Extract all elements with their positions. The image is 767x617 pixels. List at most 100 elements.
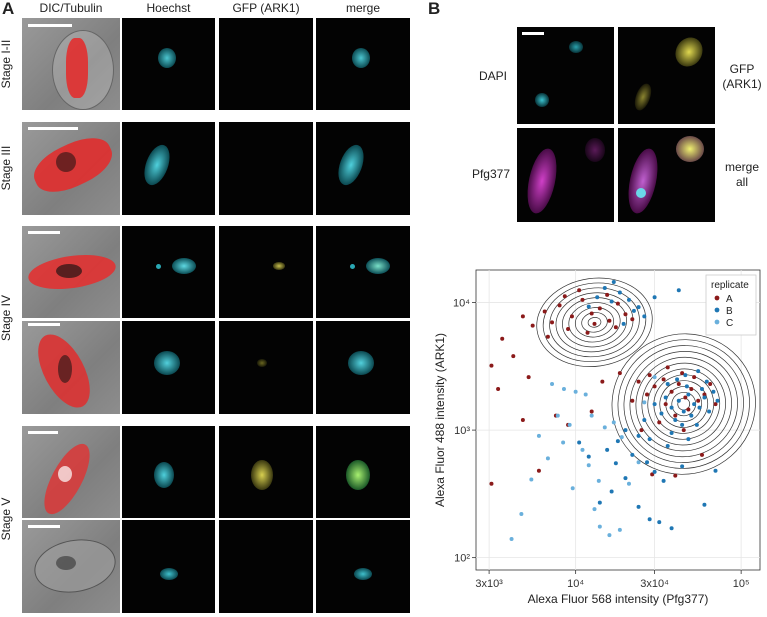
y-tick-label: 10⁴	[453, 298, 470, 310]
data-point-b	[645, 460, 650, 465]
data-point-a	[689, 387, 694, 392]
data-point-a	[657, 420, 662, 425]
dic-image-stage-5a	[22, 426, 120, 518]
data-point-c	[545, 456, 550, 461]
hoechst-image-stage-5a	[122, 426, 215, 518]
data-point-a	[526, 375, 531, 380]
data-point-b	[595, 295, 600, 300]
data-point-b	[697, 405, 702, 410]
data-point-b	[702, 502, 707, 507]
merge-image-stage-1-2	[316, 18, 410, 110]
data-point-b	[647, 517, 652, 522]
density-contour	[549, 287, 640, 358]
data-point-b	[647, 437, 652, 442]
legend: replicate ABC	[705, 274, 757, 336]
legend-title: replicate	[711, 280, 749, 291]
data-point-a	[585, 330, 590, 335]
data-point-b	[657, 520, 662, 525]
merge-all-image	[618, 128, 715, 222]
density-contour	[647, 368, 720, 440]
density-contour	[562, 297, 627, 348]
density-contour	[665, 386, 703, 422]
data-point-a	[708, 381, 713, 386]
data-point-b	[586, 454, 591, 459]
data-point-c	[529, 477, 534, 482]
data-point-a	[713, 402, 718, 407]
data-point-c	[592, 507, 597, 512]
data-point-b	[642, 418, 647, 422]
data-point-b	[615, 439, 620, 444]
gfp-image-stage-5a	[219, 426, 313, 518]
data-point-a	[652, 384, 657, 389]
data-point-a	[545, 334, 550, 339]
x-tick-label: 10⁴	[567, 578, 584, 590]
data-point-a	[683, 395, 688, 400]
data-point-c	[602, 425, 607, 430]
data-point-a	[577, 288, 582, 293]
density-contour	[635, 356, 732, 452]
dic-image-stage-3	[22, 122, 120, 215]
legend-swatch-c	[714, 319, 720, 325]
legend-swatch-a	[714, 295, 720, 301]
data-point-b	[665, 381, 670, 386]
data-point-b	[617, 290, 622, 295]
data-point-c	[642, 400, 647, 405]
data-point-c	[509, 537, 514, 542]
data-point-b	[636, 305, 641, 310]
data-point-a	[617, 371, 622, 376]
data-point-a	[530, 323, 535, 328]
data-point-b	[669, 526, 674, 531]
data-point-b	[686, 437, 691, 442]
data-point-b	[659, 411, 664, 416]
data-point-b	[669, 430, 674, 435]
data-point-c	[589, 413, 594, 418]
data-point-b	[630, 452, 635, 457]
gfp-label-line2: (ARK1)	[722, 77, 762, 91]
gfp-image-stage-4b	[219, 321, 313, 414]
hoechst-image-stage-5b	[122, 520, 215, 613]
data-point-b	[636, 504, 641, 509]
density-contour	[555, 292, 634, 353]
x-tick-label: 3x10⁴	[640, 578, 669, 590]
data-point-a	[673, 413, 678, 418]
data-point-c	[570, 486, 575, 491]
density-contour	[617, 339, 750, 469]
data-point-b	[694, 422, 699, 427]
data-point-b	[715, 398, 720, 403]
data-point-a	[489, 481, 494, 486]
data-point-a	[699, 452, 704, 457]
data-point-c	[580, 447, 585, 452]
merge-label-line1: merge	[724, 160, 759, 174]
data-point-b	[711, 389, 716, 394]
data-point-a	[681, 428, 686, 433]
merge-image-stage-4a	[316, 226, 410, 318]
y-tick-label: 10²	[454, 553, 470, 565]
gfp-label: GFP (ARK1)	[718, 62, 766, 92]
data-point-c	[611, 420, 616, 425]
data-point-a	[600, 379, 605, 384]
data-point-a	[511, 354, 516, 359]
density-contour	[623, 345, 744, 463]
gfp-ark1-image	[618, 27, 715, 124]
gfp-image-stage-5b	[219, 520, 313, 613]
data-point-b	[613, 461, 618, 466]
data-point-b	[642, 314, 647, 319]
data-point-b	[669, 405, 674, 410]
dapi-label: DAPI	[478, 69, 507, 83]
x-tick-label: 10⁵	[733, 578, 750, 590]
panel-a-letter: A	[2, 0, 15, 18]
data-point-b	[676, 398, 681, 403]
data-point-b	[586, 304, 591, 309]
data-point-a	[562, 294, 567, 299]
data-point-b	[704, 379, 709, 384]
data-point-c	[586, 463, 591, 468]
data-point-c	[555, 413, 560, 418]
data-point-a	[665, 365, 670, 370]
data-point-a	[696, 398, 701, 403]
stage-label-5: Stage V	[0, 497, 13, 541]
data-point-b	[626, 297, 631, 302]
merge-image-stage-3	[316, 122, 410, 215]
pfg377-image	[517, 128, 614, 222]
data-point-c	[617, 527, 622, 532]
data-point-b	[611, 279, 616, 284]
